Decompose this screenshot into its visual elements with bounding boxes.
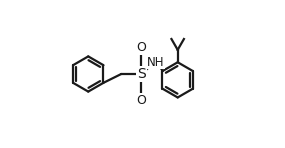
Text: S: S bbox=[137, 67, 145, 81]
Text: NH: NH bbox=[147, 56, 164, 69]
Text: O: O bbox=[136, 41, 146, 54]
Text: O: O bbox=[136, 94, 146, 107]
